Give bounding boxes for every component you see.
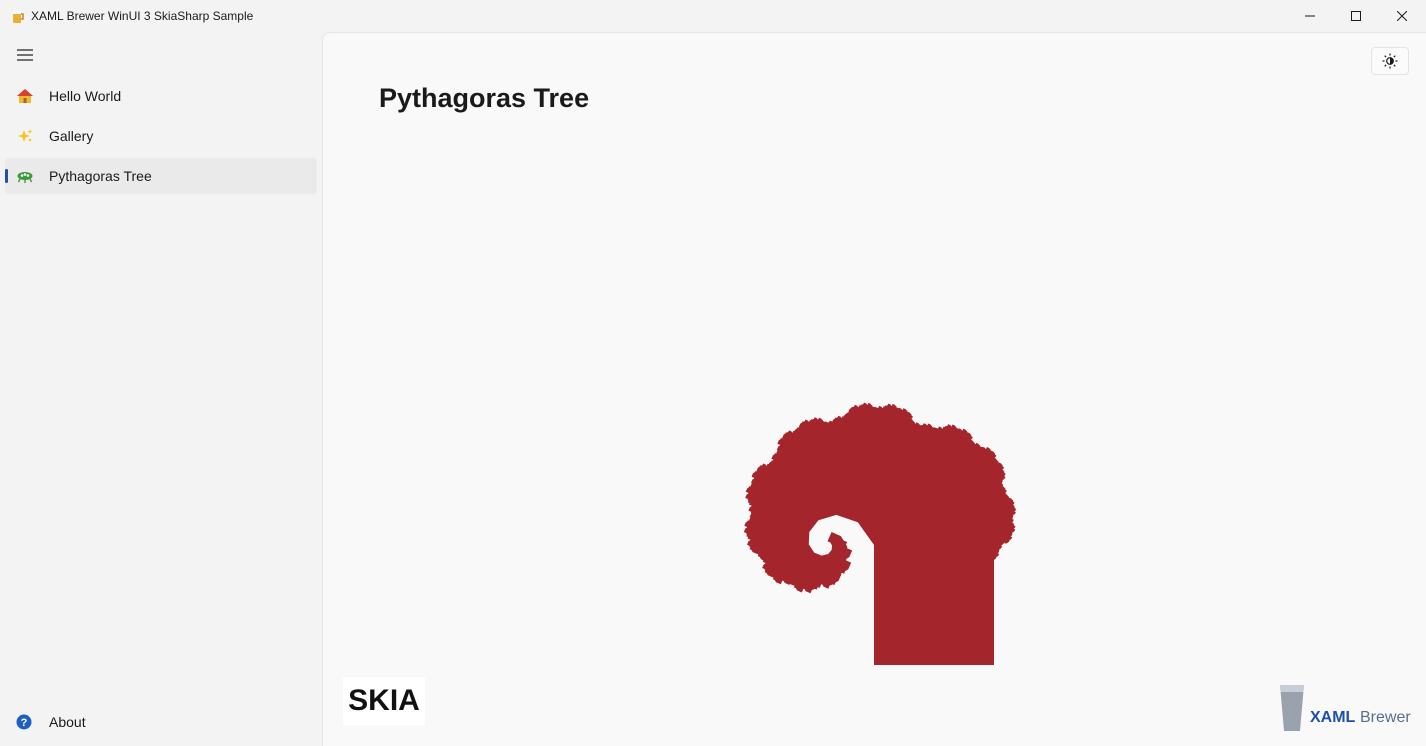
hamburger-icon — [17, 49, 33, 61]
window-title: XAML Brewer WinUI 3 SkiaSharp Sample — [31, 9, 254, 23]
nav-item-gallery[interactable]: Gallery — [5, 118, 317, 154]
title-bar: XAML Brewer WinUI 3 SkiaSharp Sample — [0, 0, 1426, 32]
nav-label: Gallery — [49, 128, 94, 144]
sparkles-icon — [18, 129, 33, 142]
nav-label: Hello World — [49, 88, 122, 104]
nav-label: Pythagoras Tree — [49, 168, 152, 184]
content-area: Pythagoras Tree SKIA XAML Brewer — [322, 32, 1426, 746]
alien-icon — [17, 172, 33, 183]
minimize-icon — [1305, 15, 1315, 17]
nav-item-pythagoras-tree[interactable]: Pythagoras Tree — [5, 158, 317, 194]
navigation-pane: Hello World Gallery Pythagoras Tree ? Ab… — [0, 32, 322, 746]
nav-label: About — [49, 714, 86, 730]
help-icon: ? — [16, 714, 32, 730]
home-icon — [17, 89, 33, 103]
selection-indicator — [5, 169, 8, 183]
brand-regular: Brewer — [1360, 709, 1411, 726]
pythagoras-tree-canvas — [743, 402, 1017, 665]
page-title: Pythagoras Tree — [379, 83, 590, 113]
brightness-icon — [1382, 53, 1398, 69]
close-button[interactable] — [1379, 0, 1425, 32]
svg-text:?: ? — [21, 717, 28, 729]
xaml-brewer-logo: XAML Brewer — [1278, 683, 1413, 735]
maximize-icon — [1351, 11, 1361, 21]
menu-toggle-button[interactable] — [8, 40, 42, 70]
pint-glass-icon — [1280, 685, 1304, 731]
beer-mug-icon — [13, 11, 24, 23]
skia-logo-text: SKIA — [348, 684, 420, 717]
theme-toggle-button[interactable] — [1371, 47, 1409, 75]
nav-item-about[interactable]: ? About — [5, 704, 317, 740]
tree-squares — [743, 402, 1017, 665]
minimize-button[interactable] — [1287, 0, 1333, 32]
close-icon — [1397, 11, 1407, 21]
nav-item-hello-world[interactable]: Hello World — [5, 78, 317, 114]
brand-bold: XAML — [1310, 709, 1356, 726]
skia-logo: SKIA — [343, 677, 425, 725]
maximize-button[interactable] — [1333, 0, 1379, 32]
